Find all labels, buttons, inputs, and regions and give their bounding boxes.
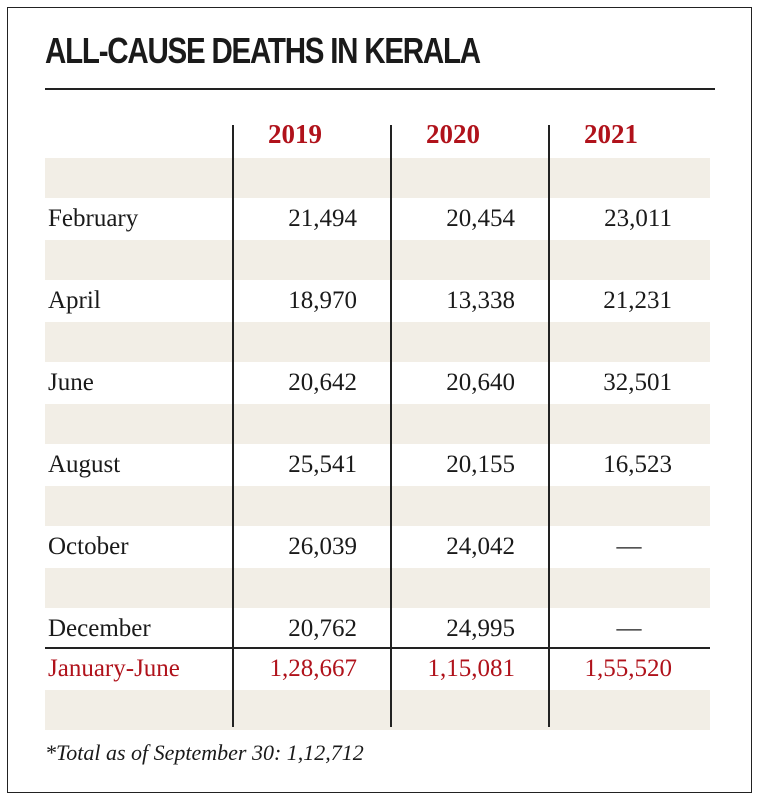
cell-value: 1,28,667 — [269, 655, 358, 682]
cell-value: 21,494 — [288, 205, 357, 232]
column-header: 2020 — [426, 119, 480, 149]
column-header: 2021 — [584, 119, 638, 149]
footnote: *Total as of September 30: 1,12,712 — [45, 740, 364, 765]
cell-value: 1,55,520 — [584, 655, 673, 682]
row-shade — [45, 568, 710, 608]
row-shade — [45, 486, 710, 526]
cell-value: 20,642 — [288, 369, 357, 396]
cell-value: 25,541 — [288, 451, 357, 478]
row-shade — [45, 690, 710, 730]
cell-value: 24,042 — [446, 533, 515, 560]
title: ALL-CAUSE DEATHS IN KERALA — [45, 30, 481, 71]
cell-value: 13,338 — [446, 287, 515, 314]
summary-divider — [45, 647, 710, 649]
column-divider — [232, 125, 234, 727]
cell-value: 1,15,081 — [427, 655, 516, 682]
cell-value: 18,970 — [288, 287, 357, 314]
cell-value: 20,454 — [446, 205, 515, 232]
row-shade — [45, 404, 710, 444]
row-label: January-June — [48, 655, 180, 682]
cell-value: — — [616, 533, 642, 560]
row-label: February — [48, 205, 139, 232]
row-shade — [45, 158, 710, 198]
row-label: April — [48, 287, 101, 314]
cell-value: — — [616, 615, 642, 642]
row-label: October — [48, 533, 129, 560]
cell-value: 20,640 — [446, 369, 515, 396]
row-label: August — [48, 451, 121, 478]
column-divider — [390, 125, 392, 727]
row-shade — [45, 322, 710, 362]
frame — [7, 7, 752, 793]
row-label: June — [48, 369, 94, 396]
column-header: 2019 — [268, 119, 322, 149]
row-label: December — [48, 615, 151, 642]
title-rule — [45, 88, 715, 90]
cell-value: 32,501 — [603, 369, 672, 396]
cell-value: 21,231 — [603, 287, 672, 314]
cell-value: 16,523 — [603, 451, 672, 478]
cell-value: 26,039 — [288, 533, 357, 560]
cell-value: 23,011 — [604, 205, 672, 232]
cell-value: 24,995 — [446, 615, 515, 642]
cell-value: 20,155 — [446, 451, 515, 478]
column-divider — [548, 125, 550, 727]
cell-value: 20,762 — [288, 615, 357, 642]
row-shade — [45, 240, 710, 280]
